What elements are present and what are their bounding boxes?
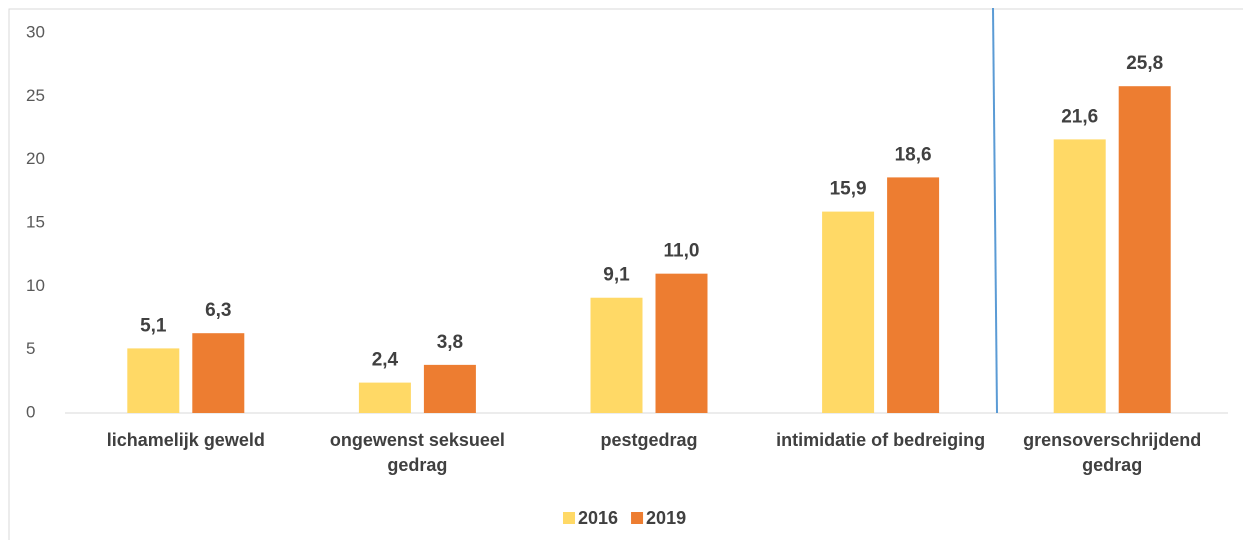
legend-swatch [563, 512, 575, 524]
x-tick-label: ongewenst seksueel gedrag [329, 430, 505, 475]
legend-swatch [631, 512, 644, 524]
legend-label: 2016 [578, 508, 618, 528]
bar [655, 273, 708, 413]
value-label: 25,8 [1126, 53, 1163, 74]
bar [887, 177, 940, 413]
y-tick-label: 15 [26, 212, 45, 231]
bar [192, 333, 245, 413]
separator-line [992, 7, 998, 414]
bar [1118, 86, 1171, 413]
chart-border [8, 8, 1243, 540]
y-tick-label: 10 [26, 276, 45, 295]
y-tick-label: 0 [26, 402, 35, 421]
value-label: 9,1 [603, 265, 630, 286]
value-label: 21,6 [1061, 106, 1098, 127]
bar [1053, 139, 1106, 413]
legend-label: 2019 [646, 508, 686, 528]
value-label: 5,1 [140, 315, 167, 336]
value-label: 11,0 [664, 241, 700, 262]
value-label: 15,9 [830, 179, 867, 200]
x-tick-label: pestgedrag [600, 430, 698, 450]
y-tick-label: 5 [26, 339, 35, 358]
bar [358, 382, 411, 413]
y-tick-label: 25 [26, 86, 45, 105]
y-tick-label: 30 [26, 22, 45, 41]
bar [822, 211, 875, 413]
bar [127, 348, 180, 413]
x-tick-label: lichamelijk geweld [106, 430, 265, 450]
bar [423, 364, 476, 413]
x-tick-label: grensoverschrijdend gedrag [1023, 430, 1202, 475]
value-label: 3,8 [437, 332, 463, 353]
value-label: 6,3 [205, 300, 231, 321]
y-tick-label: 20 [26, 149, 45, 168]
bar [590, 297, 643, 413]
value-label: 18,6 [895, 144, 932, 165]
value-label: 2,4 [372, 350, 399, 371]
x-tick-label: intimidatie of bedreiging [776, 430, 986, 450]
